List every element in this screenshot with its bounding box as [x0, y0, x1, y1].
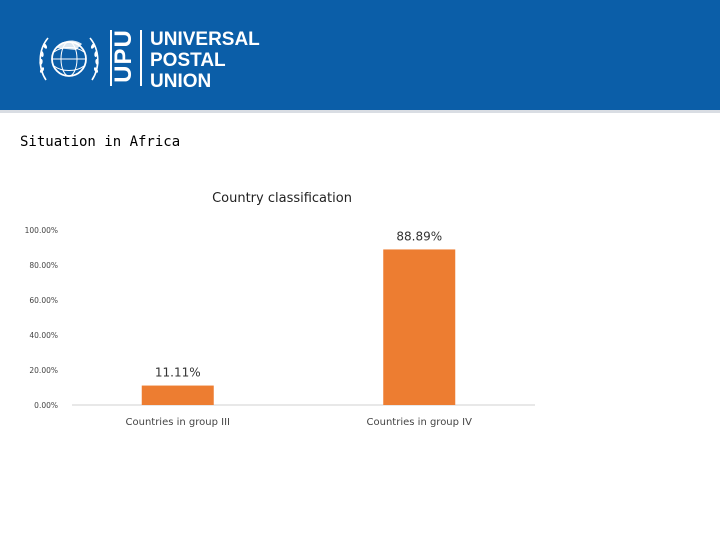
- x-tick-label: Countries in group IV: [367, 417, 473, 428]
- bar-data-label: 11.11%: [155, 366, 201, 380]
- y-tick-label: 0.00%: [34, 401, 58, 410]
- y-tick-label: 100.00%: [25, 226, 58, 235]
- header-banner: [0, 0, 720, 110]
- y-tick-label: 80.00%: [29, 261, 58, 270]
- y-tick-label: 40.00%: [29, 331, 58, 340]
- chart-title: Country classification: [212, 191, 352, 206]
- bar-data-label: 88.89%: [396, 229, 442, 243]
- org-name-line: UNION: [150, 71, 212, 92]
- upu-emblem-icon: [39, 37, 99, 81]
- logo-divider: [110, 30, 112, 86]
- x-tick-label: Countries in group III: [126, 417, 231, 428]
- org-name-line: POSTAL: [150, 50, 226, 71]
- chart-canvas: Country classification 0.00% 20.00% 40.00% 6…: [25, 191, 535, 428]
- bar: [383, 249, 456, 405]
- org-name: UNIVERSAL POSTAL UNION: [150, 29, 260, 92]
- page-subtitle: Situation in Africa: [20, 134, 181, 150]
- org-name-line: UNIVERSAL: [150, 29, 260, 50]
- y-tick-label: 60.00%: [29, 296, 58, 305]
- header-divider: [0, 110, 720, 113]
- logo-divider-right: [140, 30, 142, 86]
- org-acronym: UPU: [110, 29, 137, 83]
- bar: [141, 385, 214, 405]
- bar-chart: Country classification 0.00% 20.00% 40.00% 6…: [0, 180, 720, 440]
- y-tick-label: 20.00%: [29, 366, 58, 375]
